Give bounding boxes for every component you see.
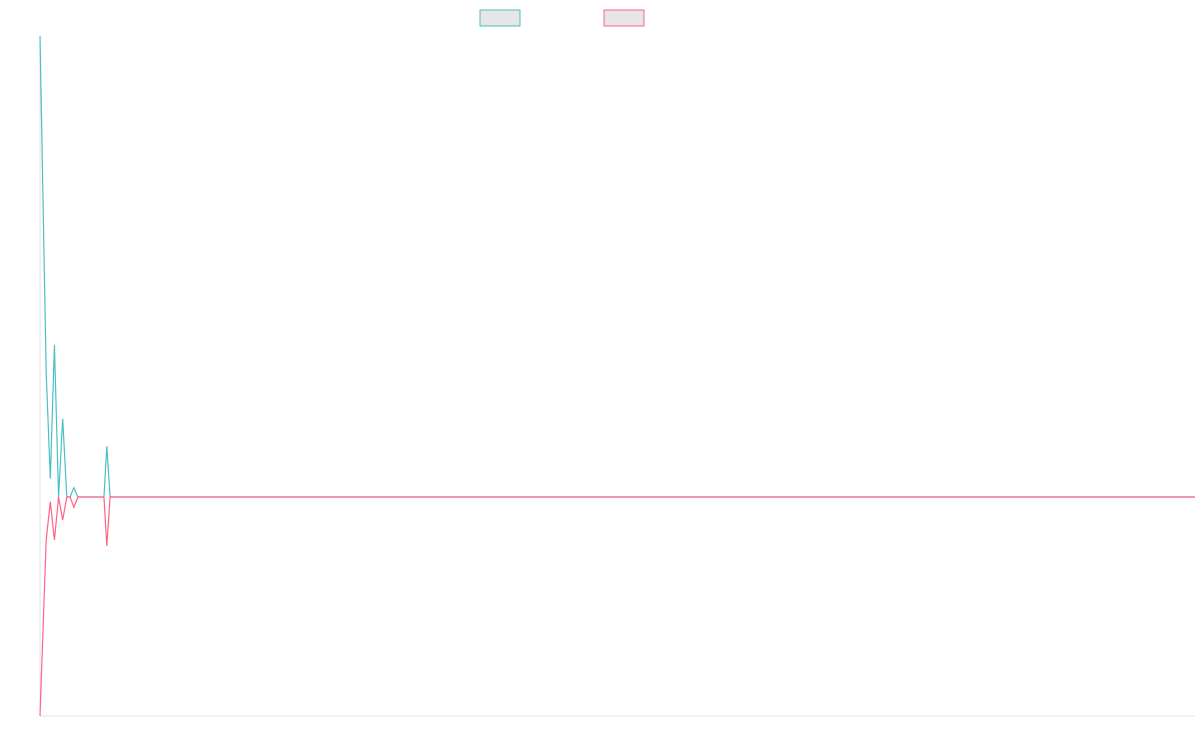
series-line	[39, 496, 1195, 717]
legend-swatch[interactable]	[479, 9, 521, 27]
legend-swatch[interactable]	[603, 9, 645, 27]
series-line	[39, 35, 1195, 498]
